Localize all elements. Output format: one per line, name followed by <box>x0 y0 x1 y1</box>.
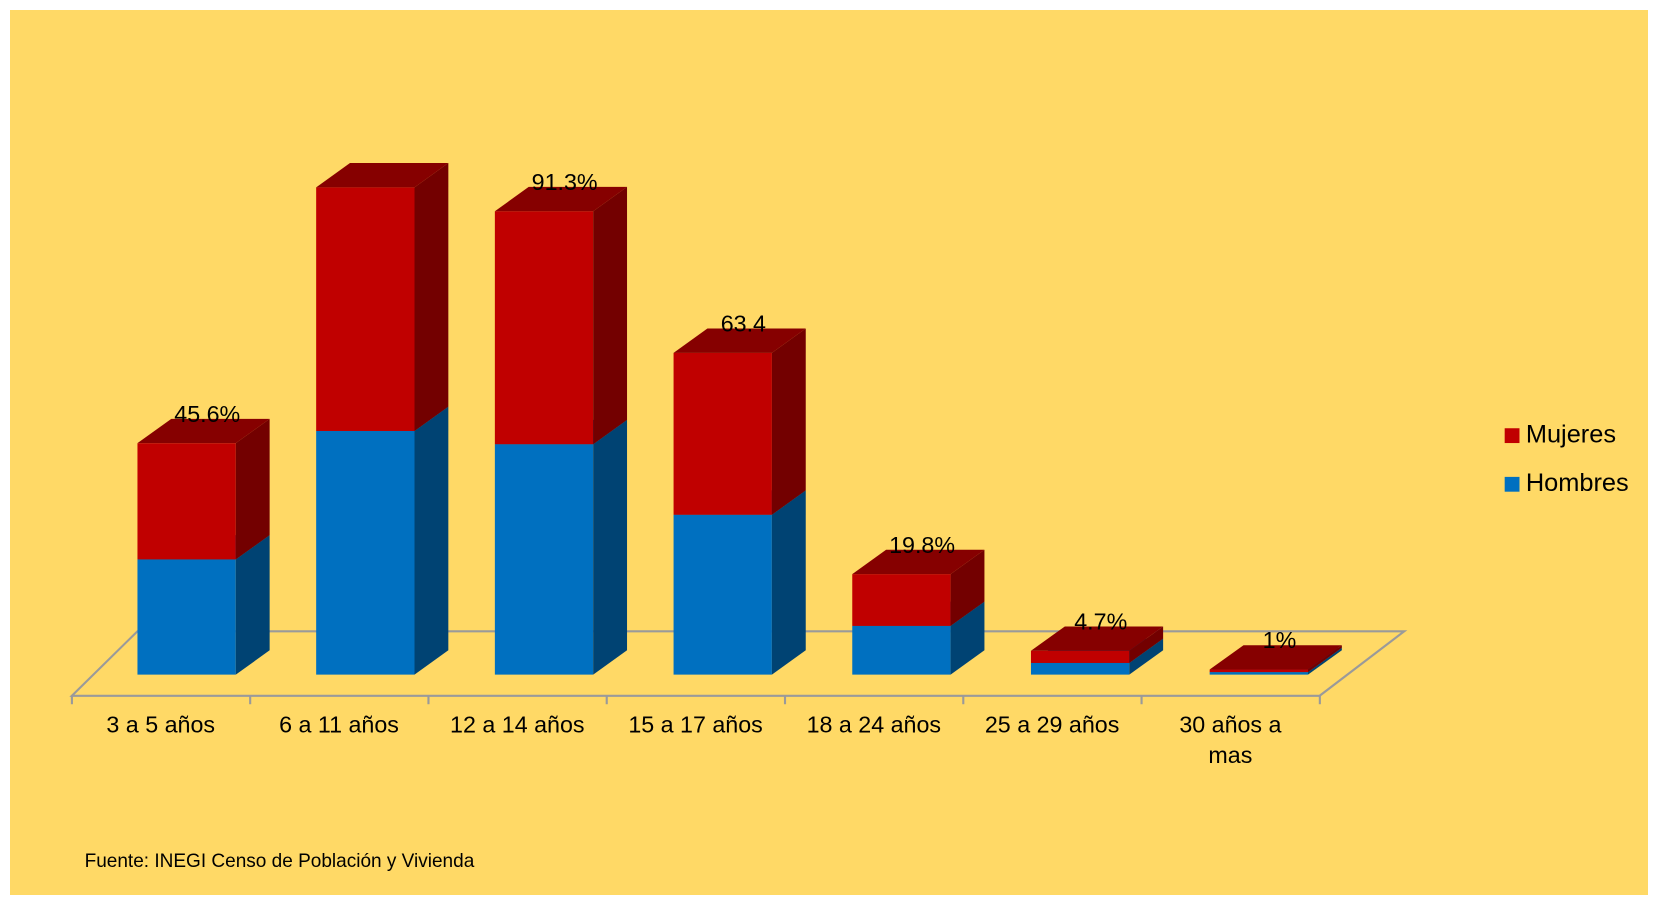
bar-segment <box>852 549 985 626</box>
bar-side <box>1308 647 1342 675</box>
source-note: Fuente: INEGI Censo de Población y Vivie… <box>85 851 475 872</box>
bar-front <box>137 559 236 675</box>
bar-segment <box>316 406 449 675</box>
legend-swatch <box>1504 428 1520 444</box>
x-tick-label: 12 a 14 años <box>450 712 584 738</box>
bar-top <box>137 418 270 444</box>
x-tick-label-line: 30 años a <box>1179 712 1281 738</box>
bar-top <box>852 549 985 575</box>
bar-segment <box>494 186 628 445</box>
data-label: 45.6% <box>174 401 240 427</box>
bar-top <box>673 328 806 353</box>
bar-front <box>316 187 415 431</box>
bar-side <box>1129 638 1164 675</box>
bar-side <box>1129 626 1164 663</box>
bar-segment <box>316 163 449 431</box>
data-label: 1% <box>1263 627 1297 653</box>
x-tick-label: 18 a 24 años <box>807 712 941 738</box>
x-tick-label: 25 a 29 años <box>985 712 1119 738</box>
legend-swatch <box>1504 476 1520 492</box>
bar-side <box>771 328 806 515</box>
data-label: 19.8% <box>889 532 955 558</box>
bar-side <box>950 549 985 626</box>
bar-side <box>235 535 270 675</box>
bar-front <box>1030 650 1130 663</box>
bar-front <box>1209 672 1309 675</box>
bar-side <box>414 163 449 431</box>
bar-segment <box>137 418 270 560</box>
bar-top <box>1030 626 1164 651</box>
bar-side <box>414 406 449 675</box>
bar-segment <box>673 490 806 675</box>
data-label: 91.3% <box>532 169 598 195</box>
bar-segment <box>137 535 270 675</box>
bar-front <box>494 444 594 675</box>
bar-side <box>235 418 270 560</box>
bar-segment <box>494 419 628 675</box>
bar-top <box>1209 645 1342 670</box>
bar-front <box>1030 662 1130 675</box>
floor <box>69 630 1408 697</box>
bar-side <box>771 490 806 675</box>
x-tick-label: 15 a 17 años <box>628 712 762 738</box>
bar-front <box>852 574 951 626</box>
bar-top <box>316 163 449 188</box>
x-tick-label: 3 a 5 años <box>106 712 215 738</box>
plot: Fuente: INEGI Censo de Población y Vivie… <box>69 163 1629 872</box>
bar-segment <box>1209 645 1342 673</box>
bar-side <box>593 419 628 675</box>
bar-segment <box>1030 626 1164 663</box>
bar-side <box>1308 645 1342 673</box>
x-tick-label-line: mas <box>1208 742 1252 768</box>
bar-top <box>494 186 628 212</box>
x-tick-label: 30 años a mas <box>1179 712 1281 769</box>
bar-segment <box>673 328 806 515</box>
x-tick-label: 6 a 11 años <box>279 712 399 738</box>
bar-side <box>593 186 628 445</box>
legend-label: Hombres <box>1526 469 1629 497</box>
legend-label: Mujeres <box>1526 420 1616 448</box>
chart-background <box>10 10 1648 895</box>
bar-front <box>494 211 594 445</box>
data-label: 4.7% <box>1074 608 1127 634</box>
bar-front <box>1209 669 1309 673</box>
data-label: 63.4 <box>721 310 766 336</box>
bar-side <box>950 601 985 675</box>
bar-front <box>852 625 951 675</box>
bar-front <box>673 514 772 675</box>
bar-front <box>316 430 415 675</box>
bar-front <box>673 352 772 515</box>
bar-front <box>137 443 236 560</box>
